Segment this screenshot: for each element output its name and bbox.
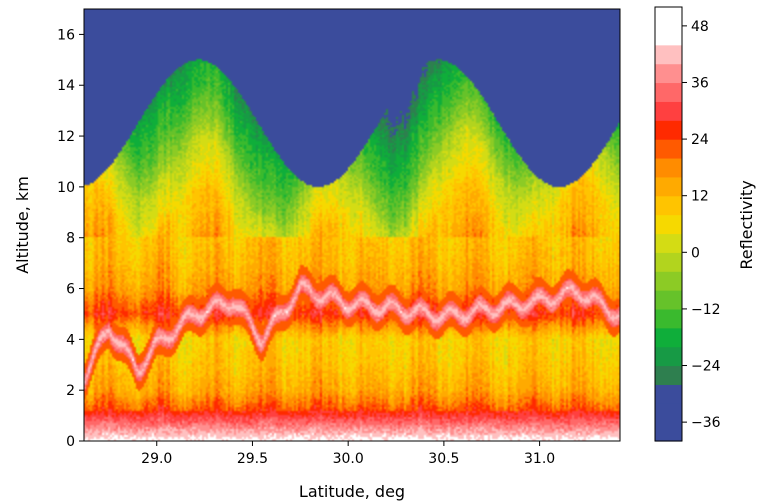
colorbar-band (655, 308, 682, 329)
colorbar-band (655, 120, 682, 140)
colorbar-band (655, 233, 682, 253)
colorbar-band (655, 176, 682, 197)
y-tick-label: 0 (66, 434, 75, 450)
colorbar-band (655, 139, 682, 159)
colorbar-band (655, 44, 682, 65)
colorbar-tick-label: 24 (691, 132, 709, 148)
colorbar-band (655, 101, 682, 121)
colorbar-frame (654, 6, 683, 442)
y-tick-label: 2 (66, 383, 75, 399)
y-tick-label: 6 (66, 282, 75, 298)
colorbar-tick-label: 0 (691, 245, 700, 261)
plot-area (83, 8, 621, 442)
x-tick-label: 29.5 (237, 451, 268, 467)
y-tick-label: 10 (57, 180, 75, 196)
x-tick-label: 29.0 (141, 451, 172, 467)
x-tick-label: 31.0 (524, 451, 555, 467)
colorbar-tick-label: −24 (691, 359, 721, 375)
colorbar-band (655, 365, 682, 385)
y-tick-label: 8 (66, 231, 75, 247)
colorbar-band (655, 403, 682, 442)
colorbar-band (655, 290, 682, 310)
colorbar-tick-label: 12 (691, 189, 709, 205)
x-tick-label: 30.0 (333, 451, 364, 467)
colorbar-band (655, 327, 682, 348)
colorbar-band (655, 271, 682, 291)
colorbar-label: Reflectivity (737, 180, 756, 269)
reflectivity-field (84, 9, 620, 441)
y-tick-label: 12 (57, 129, 75, 145)
y-axis-label: Altitude, km (13, 176, 32, 274)
colorbar-tick-label: −12 (691, 302, 721, 318)
colorbar-ticks: −36 −24 −12 0 12 24 36 48 (682, 19, 721, 431)
colorbar-tick-label: −36 (691, 415, 721, 431)
x-tick-label: 30.5 (428, 451, 459, 467)
colorbar: −36 −24 −12 0 12 24 36 48 (654, 6, 721, 442)
colorbar-tick-label: 36 (691, 75, 709, 91)
x-axis-label: Latitude, deg (299, 482, 405, 501)
y-axis: 0 2 4 6 8 10 12 14 16 (57, 27, 84, 450)
plot-frame (83, 8, 621, 442)
colorbar-band (655, 384, 682, 404)
colorbar-band (655, 7, 682, 46)
y-tick-label: 14 (57, 78, 75, 94)
colorbar-band (655, 346, 682, 367)
y-tick-label: 16 (57, 27, 75, 43)
colorbar-band (655, 195, 682, 216)
colorbar-band (655, 157, 682, 178)
colorbar-band (655, 214, 682, 235)
x-axis: 29.0 29.5 30.0 30.5 31.0 (141, 441, 555, 467)
colorbar-bands (655, 7, 682, 442)
colorbar-band (655, 63, 682, 84)
colorbar-tick-label: 48 (691, 19, 709, 35)
colorbar-band (655, 82, 682, 102)
y-tick-label: 4 (66, 332, 75, 348)
colorbar-band (655, 252, 682, 272)
